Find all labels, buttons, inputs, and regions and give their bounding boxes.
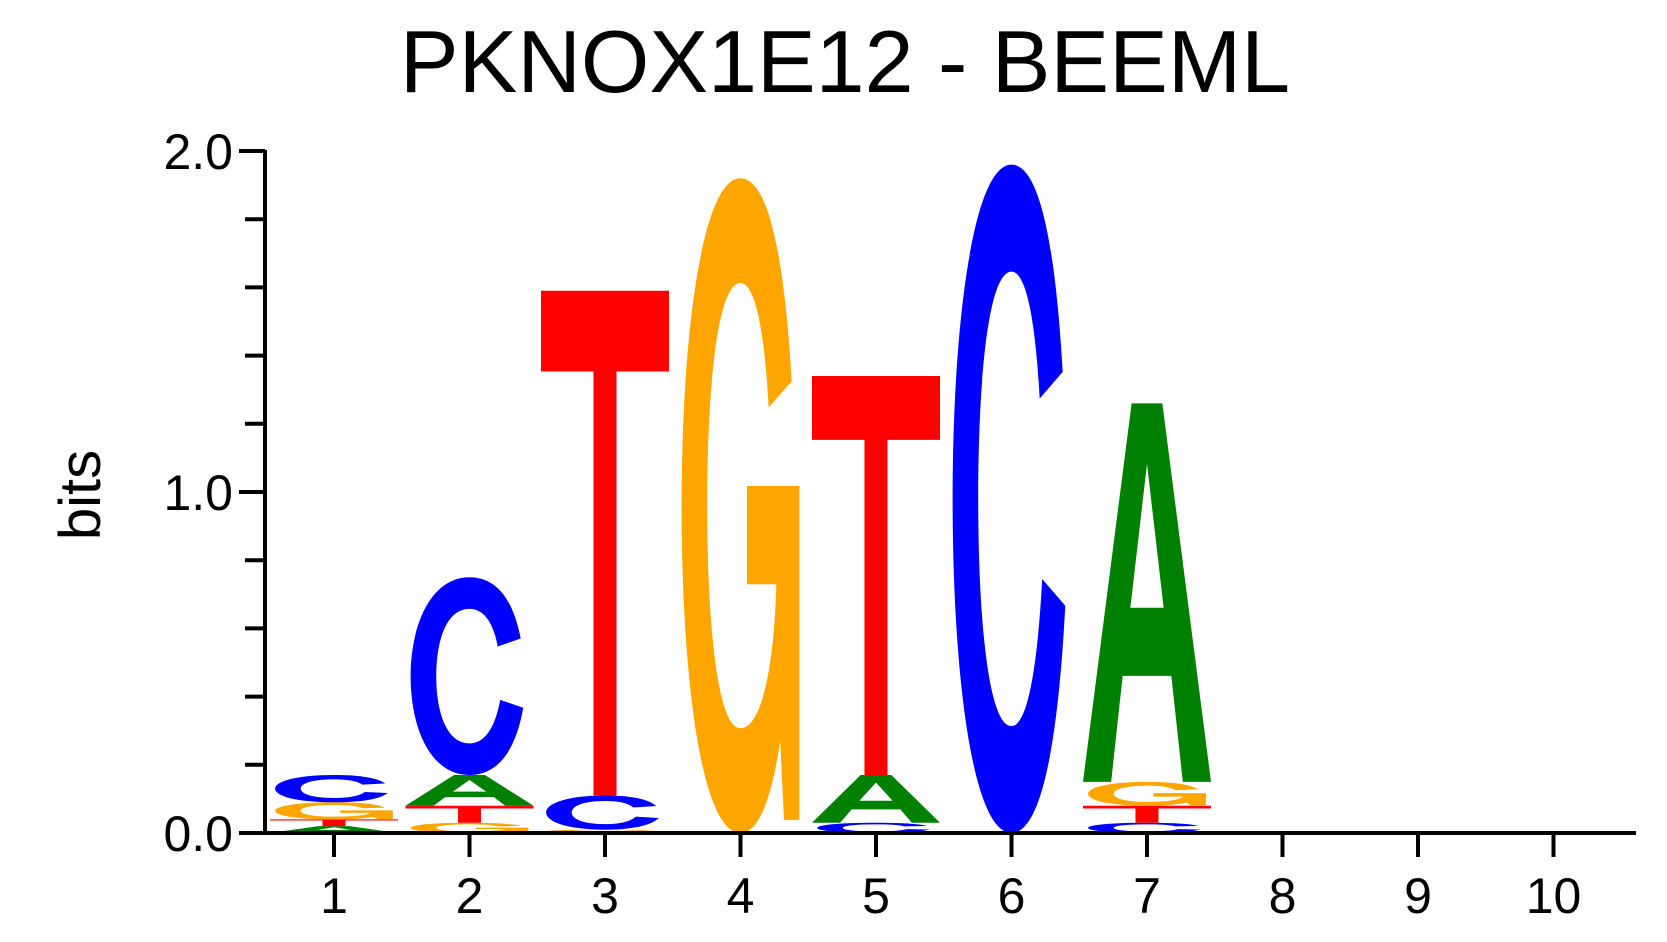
x-tick-label: 2: [456, 868, 484, 924]
x-tick-label: 5: [862, 868, 890, 924]
x-tick-label: 4: [727, 868, 755, 924]
letter-A: [405, 775, 534, 806]
letter-T: [405, 805, 534, 823]
x-tick-label: 8: [1269, 868, 1297, 924]
x-tick-label: 7: [1133, 868, 1161, 924]
y-tick-label: 1.0: [163, 465, 233, 521]
x-tick-label: 9: [1404, 868, 1432, 924]
letter-C: [952, 164, 1066, 833]
axes: 0.0 1.0 2.0 1 2 3 4 5 6 7 8 9 10: [163, 124, 1636, 924]
letter-C: [275, 775, 388, 803]
y-axis-label: bits: [48, 450, 113, 540]
letter-G: [681, 178, 800, 833]
letter-C: [546, 795, 659, 830]
x-tick-label: 1: [320, 868, 348, 924]
y-tick-label: 0.0: [163, 806, 233, 862]
letter-G: [410, 822, 529, 833]
letter-T: [1083, 805, 1211, 823]
y-tick-label: 2.0: [163, 124, 233, 180]
letter-G: [1088, 781, 1206, 806]
letter-A: [1083, 403, 1211, 782]
chart-title: PKNOX1E12 - BEEML: [400, 12, 1290, 111]
x-tick-label: 3: [591, 868, 619, 924]
letter-C: [1088, 822, 1201, 833]
letter-A: [812, 775, 940, 823]
letter-T: [270, 819, 398, 827]
x-tick-label: 6: [998, 868, 1026, 924]
letter-T: [812, 376, 940, 776]
letter-T: [541, 290, 669, 796]
letter-C: [817, 822, 930, 833]
x-tick-label: 10: [1526, 868, 1582, 924]
letter-stacks: [270, 164, 1211, 833]
letter-G: [275, 802, 393, 820]
letter-C: [410, 577, 524, 776]
